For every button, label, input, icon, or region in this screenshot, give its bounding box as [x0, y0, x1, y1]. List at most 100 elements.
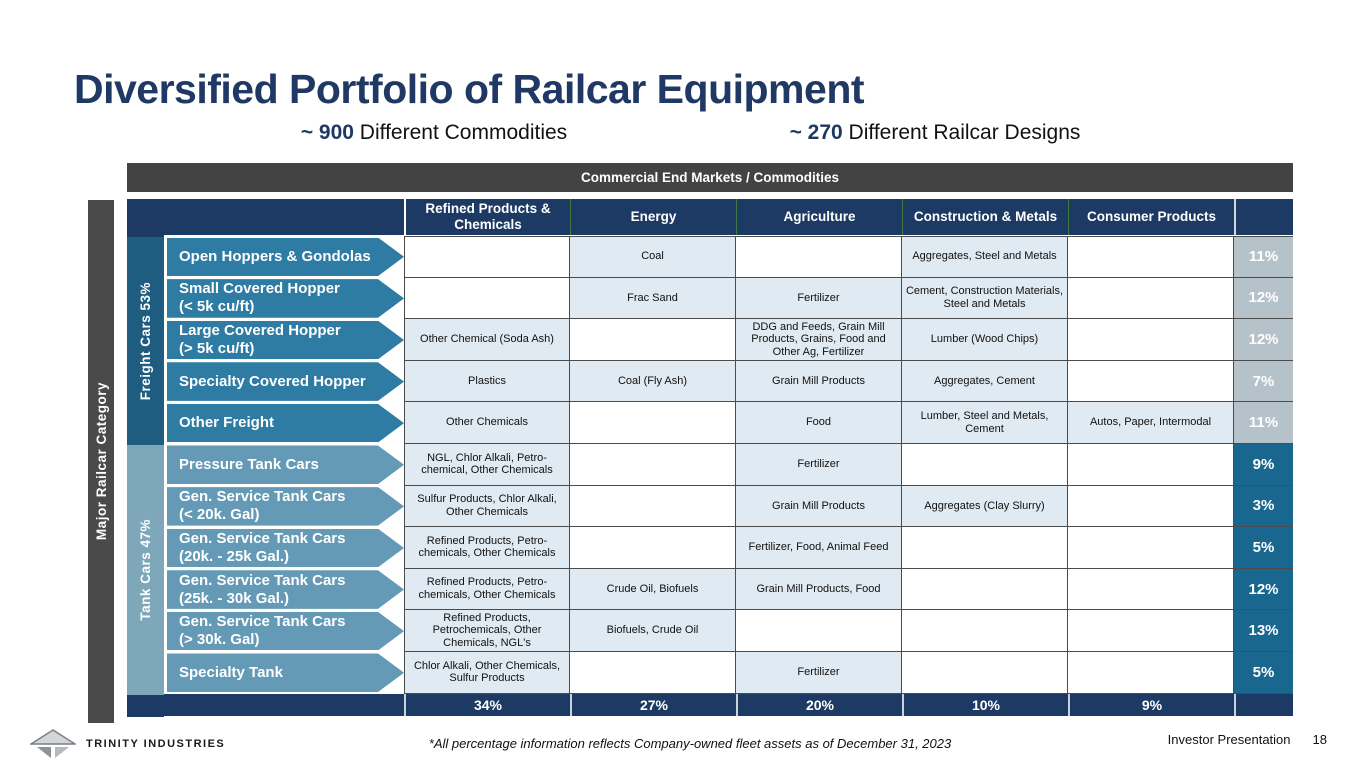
arrow-label: Specialty Covered Hopper	[167, 362, 404, 401]
cell-energy: Crude Oil, Biofuels	[570, 568, 736, 611]
arrow-label: Specialty Tank	[167, 653, 404, 692]
row-percent: 5%	[1234, 651, 1293, 694]
column-header-construction: Construction & Metals	[902, 199, 1068, 235]
cell-consumer	[1068, 443, 1234, 486]
arrow-label: Gen. Service Tank Cars (20k. - 25k Gal.)	[167, 529, 404, 568]
row-label-text: Specialty Tank	[179, 663, 283, 681]
cell-refined	[404, 236, 570, 278]
row-percent: 7%	[1234, 360, 1293, 403]
trinity-logo-text: TRINITY INDUSTRIES	[86, 738, 226, 750]
cell-energy	[570, 443, 736, 486]
row-percent: 11%	[1234, 402, 1293, 444]
cell-consumer	[1068, 568, 1234, 611]
cell-agriculture	[736, 236, 902, 278]
cell-refined: Other Chemical (Soda Ash)	[404, 319, 570, 361]
cell-consumer	[1068, 277, 1234, 320]
row-label-text: Pressure Tank Cars	[179, 455, 319, 473]
cell-energy	[570, 485, 736, 528]
total-construction: 10%	[902, 693, 1068, 716]
row-label-text: Gen. Service Tank Cars	[179, 488, 346, 506]
row-label-text: Other Freight	[179, 414, 275, 432]
cell-energy	[570, 319, 736, 361]
row-percent: 12%	[1234, 568, 1293, 611]
cell-construction: Aggregates, Steel and Metals	[902, 236, 1068, 278]
row-sublabel-text: (< 5k cu/ft)	[179, 298, 255, 316]
cell-energy	[570, 527, 736, 569]
cell-construction: Aggregates, Cement	[902, 360, 1068, 403]
row-label-text: Small Covered Hopper	[179, 280, 340, 298]
cell-refined	[404, 277, 570, 320]
cell-refined: Plastics	[404, 360, 570, 403]
cell-agriculture: Food	[736, 402, 902, 444]
row-percent: 11%	[1234, 236, 1293, 278]
freight-cars-strip: Freight Cars 53%	[127, 237, 164, 445]
column-header-consumer: Consumer Products	[1068, 199, 1234, 235]
cell-consumer	[1068, 236, 1234, 278]
totals-percent-spacer	[1234, 693, 1293, 716]
column-header-percent	[1234, 199, 1293, 235]
table-row-gen-service-20-25k: Gen. Service Tank Cars (20k. - 25k Gal.)…	[164, 527, 1293, 569]
table-row-large-covered-hopper: Large Covered Hopper (> 5k cu/ft) Other …	[164, 319, 1293, 361]
cell-agriculture: Fertilizer	[736, 277, 902, 320]
cell-energy: Coal (Fly Ash)	[570, 360, 736, 403]
cell-agriculture: Grain Mill Products	[736, 360, 902, 403]
cell-construction	[902, 443, 1068, 486]
table-row-gen-service-25-30k: Gen. Service Tank Cars (25k. - 30k Gal.)…	[164, 568, 1293, 611]
cell-refined: Refined Products, Petrochemicals, Other …	[404, 610, 570, 652]
row-label-specialty-covered-hopper: Specialty Covered Hopper	[164, 360, 404, 403]
row-label-other-freight: Other Freight	[164, 402, 404, 444]
total-refined: 34%	[404, 693, 570, 716]
cell-consumer	[1068, 527, 1234, 569]
subtitle-designs: ~ 270 Different Railcar Designs	[738, 121, 1132, 145]
row-percent: 12%	[1234, 277, 1293, 320]
totals-row: 34% 27% 20% 10% 9%	[164, 693, 1293, 716]
cell-energy	[570, 402, 736, 444]
cell-energy: Biofuels, Crude Oil	[570, 610, 736, 652]
row-label-text: Open Hoppers & Gondolas	[179, 247, 371, 265]
row-sublabel-text: (> 5k cu/ft)	[179, 339, 255, 357]
major-railcar-category-label: Major Railcar Category	[93, 382, 109, 541]
table-row-other-freight: Other Freight Other Chemicals Food Lumbe…	[164, 402, 1293, 444]
row-label-specialty-tank: Specialty Tank	[164, 651, 404, 694]
cell-refined: Chlor Alkali, Other Chemicals, Sulfur Pr…	[404, 651, 570, 694]
cell-energy: Coal	[570, 236, 736, 278]
table-row-pressure-tank: Pressure Tank Cars NGL, Chlor Alkali, Pe…	[164, 443, 1293, 486]
cell-construction	[902, 568, 1068, 611]
row-label-gen-service-20-25k: Gen. Service Tank Cars (20k. - 25k Gal.)	[164, 527, 404, 569]
arrow-label: Small Covered Hopper (< 5k cu/ft)	[167, 279, 404, 318]
trinity-logo: TRINITY INDUSTRIES	[30, 729, 225, 759]
category-strip: Freight Cars 53% Tank Cars 47%	[127, 199, 164, 717]
cell-consumer	[1068, 360, 1234, 403]
cell-consumer	[1068, 485, 1234, 528]
footer-presentation-label: Investor Presentation	[1167, 732, 1291, 747]
cell-agriculture	[736, 610, 902, 652]
column-header-refined: Refined Products & Chemicals	[404, 199, 570, 235]
commodities-label: Different Commodities	[353, 121, 568, 144]
page-title: Diversified Portfolio of Railcar Equipme…	[74, 66, 865, 112]
arrow-label: Gen. Service Tank Cars (25k. - 30k Gal.)	[167, 570, 404, 609]
cell-refined: NGL, Chlor Alkali, Petro-chemical, Other…	[404, 443, 570, 486]
row-label-text: Gen. Service Tank Cars	[179, 529, 346, 547]
footer-right: Investor Presentation 18	[1168, 732, 1327, 747]
cell-agriculture: Fertilizer	[736, 651, 902, 694]
trinity-logo-icon	[30, 729, 76, 758]
table-row-gen-service-lt20k: Gen. Service Tank Cars (< 20k. Gal) Sulf…	[164, 485, 1293, 528]
row-label-small-covered-hopper: Small Covered Hopper (< 5k cu/ft)	[164, 277, 404, 320]
table-row-open-hoppers: Open Hoppers & Gondolas Coal Aggregates,…	[164, 236, 1293, 278]
row-label-gen-service-lt20k: Gen. Service Tank Cars (< 20k. Gal)	[164, 485, 404, 528]
table-row-specialty-tank: Specialty Tank Chlor Alkali, Other Chemi…	[164, 651, 1293, 694]
table-row-specialty-covered-hopper: Specialty Covered Hopper Plastics Coal (…	[164, 360, 1293, 403]
table-main: Refined Products & Chemicals Energy Agri…	[164, 199, 1293, 717]
row-label-text: Gen. Service Tank Cars	[179, 613, 346, 631]
row-label-pressure-tank: Pressure Tank Cars	[164, 443, 404, 486]
cell-consumer	[1068, 651, 1234, 694]
column-header-energy: Energy	[570, 199, 736, 235]
page-number: 18	[1312, 732, 1327, 747]
header-corner-cell	[164, 199, 404, 235]
cell-agriculture: DDG and Feeds, Grain Mill Products, Grai…	[736, 319, 902, 361]
strip-header-spacer	[127, 199, 164, 237]
cell-refined: Refined Products, Petro-chemicals, Other…	[404, 568, 570, 611]
row-sublabel-text: (20k. - 25k Gal.)	[179, 547, 290, 565]
freight-cars-label: Freight Cars 53%	[138, 281, 153, 401]
row-label-open-hoppers: Open Hoppers & Gondolas	[164, 236, 404, 278]
